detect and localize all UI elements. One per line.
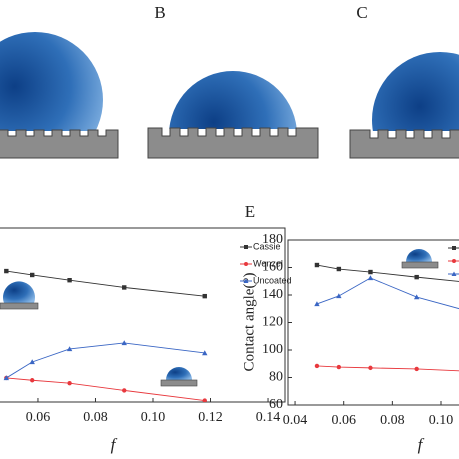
marker [30,272,35,278]
x-tick-label: 0.08 [83,410,108,425]
x-tick-label: 0.04 [283,413,308,428]
marker [314,262,320,268]
marker [452,246,456,250]
marker [30,378,35,383]
marker [4,268,9,274]
legend-label: Uncoated [253,275,292,285]
marker [29,359,35,365]
marker [336,266,342,272]
marker [367,275,374,281]
marker [122,285,127,290]
y-tick-label: 140 [262,287,283,302]
marker [244,262,248,266]
panel-label: E [245,202,255,221]
marker [202,398,207,402]
marker [413,294,420,300]
marker [368,365,373,371]
x-axis-label: f [418,435,425,454]
y-axis-label: Contact angle(°) [241,273,257,372]
plot-area [3,268,208,402]
marker [314,363,320,369]
droplet-illustration [147,71,319,159]
inset-icon [401,249,439,269]
droplet-illustration [0,32,119,159]
droplet-illustration [349,52,459,159]
x-tick-label: 0.06 [331,413,356,428]
y-tick-label: 180 [262,232,283,247]
legend-label: Cassie [253,241,281,251]
marker [66,346,73,352]
y-tick-label: 100 [262,342,283,357]
marker [67,278,72,283]
marker [244,245,248,249]
x-tick-label: 0.08 [380,413,405,428]
marker [202,293,207,299]
x-tick-label: 0.10 [429,413,454,428]
marker [414,274,419,280]
x-tick-label: 0.06 [26,410,51,425]
marker [122,388,127,393]
plot-area [314,262,459,372]
y-tick-label: 60 [269,397,283,412]
marker [121,340,127,346]
x-tick-label: 0.14 [256,410,281,425]
marker [243,278,249,283]
marker [414,366,419,372]
marker [202,350,208,356]
y-tick-label: 120 [262,315,283,330]
marker [67,380,72,386]
marker [368,269,373,275]
legend-label: Wenzel [253,258,283,268]
y-tick-label: 160 [262,260,283,275]
inset-icon [160,367,198,387]
marker [336,293,342,299]
y-tick-label: 80 [269,370,283,385]
inset-icon [0,281,39,310]
x-axis-label: f [111,435,118,454]
marker [314,301,320,307]
marker [452,259,456,263]
plot-frame [0,227,286,403]
panel-label: B [154,3,165,22]
series-line [6,270,205,297]
panel-label: C [356,3,367,22]
x-tick-label: 0.12 [198,410,223,425]
marker [336,364,342,370]
x-tick-label: 0.10 [141,410,166,425]
marker [451,271,457,276]
marker [3,375,10,381]
